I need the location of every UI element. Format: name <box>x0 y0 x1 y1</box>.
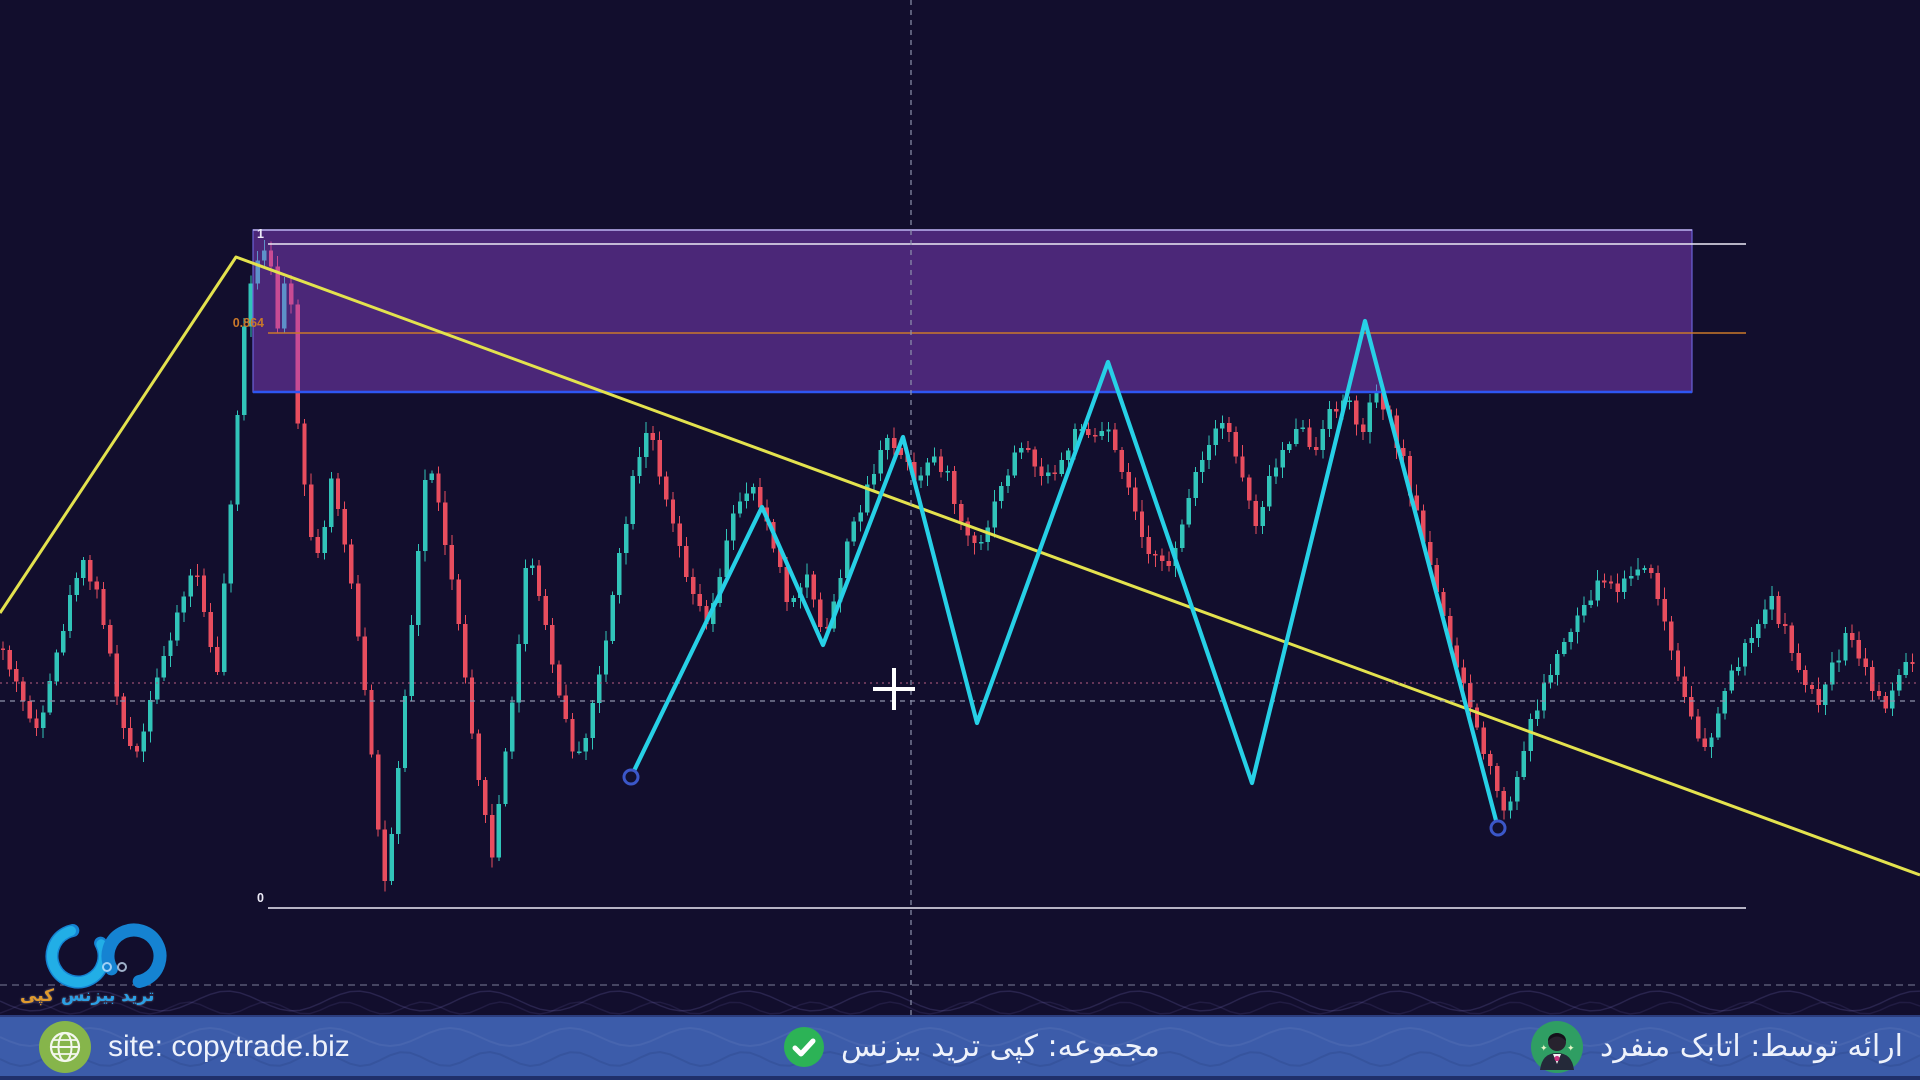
crosshair <box>0 0 1920 1015</box>
logo-word-2: ترید بیزنس <box>61 986 155 1006</box>
candles-layer <box>0 240 1915 892</box>
collection-label: مجموعه: کپی ترید بیزنس <box>841 1029 1160 1064</box>
logo-word-1: کپی <box>20 986 55 1006</box>
candlestick-chart[interactable]: 1 0.864 0 <box>0 0 1920 1015</box>
copytrade-logo: کپی ترید بیزنس <box>16 920 196 1015</box>
copytrade-logo-icon <box>45 923 167 989</box>
copytrade-logo-text: کپی ترید بیزنس <box>20 986 190 1006</box>
site-section: site: copytrade.biz <box>38 1017 350 1076</box>
globe-icon <box>39 1020 91 1073</box>
collection-section: مجموعه: کپی ترید بیزنس <box>783 1017 1160 1076</box>
presenter-avatar: ✦ ✦ <box>1531 1020 1583 1073</box>
crosshair-cursor <box>873 668 915 710</box>
fib-level-label: 0 <box>257 891 264 905</box>
presenter-section: ✦ ✦ ارائه توسط: اتابک منفرد <box>1530 1017 1903 1076</box>
supply-zone-box <box>252 229 1693 394</box>
site-label: site: copytrade.biz <box>108 1029 350 1063</box>
svg-text:✦: ✦ <box>1540 1043 1548 1053</box>
trendline <box>0 255 1920 877</box>
fib-level-label: 0.864 <box>233 316 264 330</box>
svg-text:✦: ✦ <box>1567 1043 1575 1053</box>
fib-levels: 1 0.864 0 <box>233 227 1746 909</box>
bottom-info-bar: site: copytrade.biz مجموعه: کپی ترید بیز… <box>0 1015 1920 1080</box>
presenter-label: ارائه توسط: اتابک منفرد <box>1600 1029 1904 1064</box>
verified-check-icon <box>784 1026 824 1067</box>
zigzag-pattern <box>622 318 1507 837</box>
fib-level-label: 1 <box>257 227 264 241</box>
background-waves <box>0 990 1920 1015</box>
